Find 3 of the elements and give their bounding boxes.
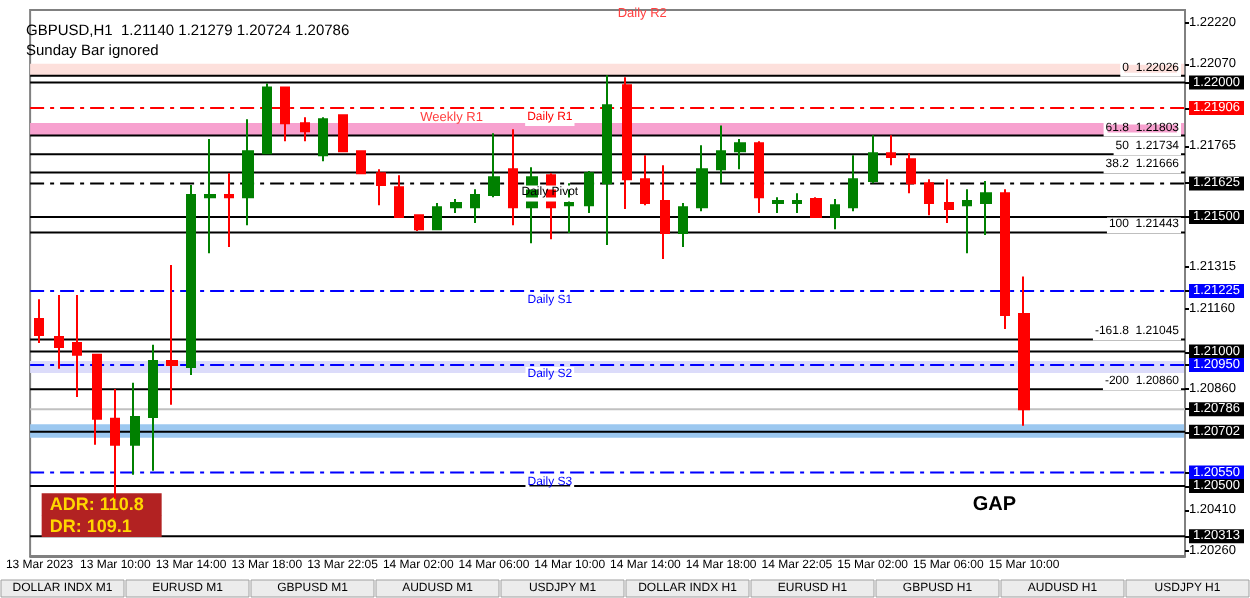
annotation: DR: 109.1 xyxy=(49,516,132,537)
annotation: ADR: 110.8 xyxy=(49,494,144,515)
annotation: GAP xyxy=(972,494,1017,517)
